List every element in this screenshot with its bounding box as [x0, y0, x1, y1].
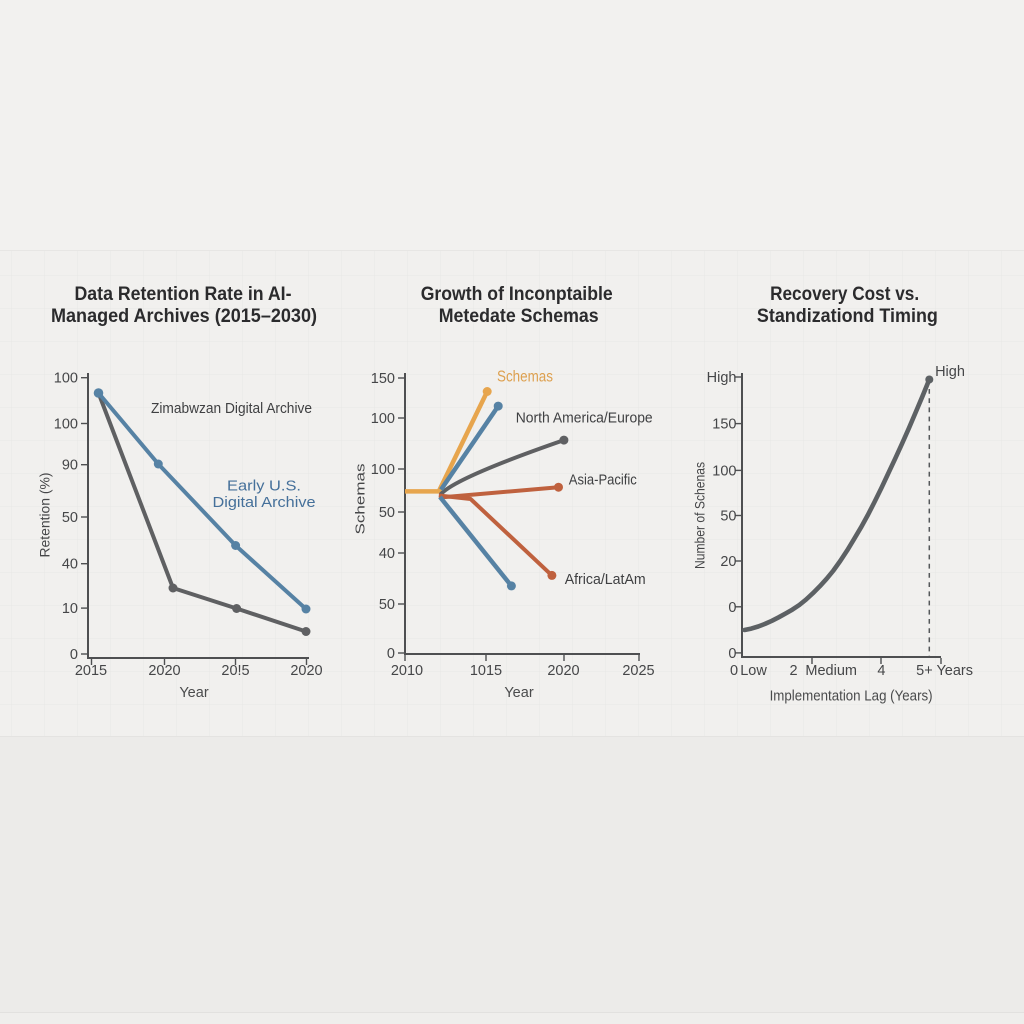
svg-text:5+ Years: 5+ Years	[916, 663, 973, 679]
svg-text:20: 20	[720, 554, 736, 570]
svg-text:Data Retention Rate in AI-: Data Retention Rate in AI-	[75, 284, 292, 305]
svg-text:0: 0	[70, 647, 78, 663]
svg-text:0: 0	[728, 600, 736, 616]
svg-text:Retention (%): Retention (%)	[38, 473, 53, 558]
svg-text:Implementation Lag (Years): Implementation Lag (Years)	[770, 688, 933, 704]
svg-text:Schemas: Schemas	[497, 369, 553, 386]
svg-text:Digital Archive: Digital Archive	[213, 494, 316, 511]
svg-text:2020: 2020	[148, 663, 180, 679]
svg-text:High: High	[707, 370, 737, 386]
svg-text:Standizationd Timing: Standizationd Timing	[757, 306, 938, 327]
svg-text:North America/Europe: North America/Europe	[516, 410, 653, 426]
svg-text:Zimabwzan Digital Archive: Zimabwzan Digital Archive	[151, 401, 312, 417]
svg-text:100: 100	[371, 462, 395, 478]
svg-text:90: 90	[62, 458, 78, 474]
svg-text:2025: 2025	[622, 663, 654, 679]
svg-text:0: 0	[730, 663, 738, 679]
svg-text:2020: 2020	[290, 663, 322, 679]
svg-text:50: 50	[720, 509, 736, 525]
svg-text:Year: Year	[504, 685, 533, 701]
svg-text:2015: 2015	[75, 663, 107, 679]
svg-text:Early U.S.: Early U.S.	[227, 478, 301, 495]
svg-text:Metedate Schemas: Metedate Schemas	[439, 306, 599, 327]
svg-text:2: 2	[790, 663, 798, 679]
svg-text:4: 4	[877, 663, 885, 679]
svg-text:Low: Low	[740, 663, 767, 679]
svg-text:Recovery Cost vs.: Recovery Cost vs.	[770, 284, 919, 305]
svg-text:40: 40	[62, 557, 78, 573]
svg-text:50: 50	[379, 597, 395, 613]
svg-text:100: 100	[54, 371, 78, 387]
svg-text:Number of Schenas: Number of Schenas	[693, 462, 708, 569]
svg-text:40: 40	[379, 546, 395, 562]
svg-text:Year: Year	[179, 685, 208, 701]
svg-text:50: 50	[62, 510, 78, 526]
svg-text:2020: 2020	[547, 663, 579, 679]
svg-text:Medium: Medium	[805, 663, 857, 679]
svg-text:Managed Archives (2015–2030): Managed Archives (2015–2030)	[51, 306, 317, 327]
svg-text:Asia-Pacific: Asia-Pacific	[569, 472, 637, 488]
svg-text:2010: 2010	[391, 663, 423, 679]
svg-text:100: 100	[712, 463, 736, 479]
svg-text:1015: 1015	[470, 663, 502, 679]
svg-text:Africa/LatAm: Africa/LatAm	[565, 572, 646, 588]
svg-text:Growth of Inconptaible: Growth of Inconptaible	[421, 284, 613, 305]
svg-text:150: 150	[712, 417, 736, 433]
svg-text:High: High	[935, 364, 965, 380]
svg-text:10: 10	[62, 601, 78, 617]
svg-text:150: 150	[371, 371, 395, 387]
svg-text:100: 100	[54, 417, 78, 433]
svg-text:100: 100	[371, 411, 395, 427]
svg-text:20!5: 20!5	[221, 663, 249, 679]
svg-text:Schemas: Schemas	[353, 463, 368, 535]
svg-text:0: 0	[387, 646, 395, 662]
svg-text:0: 0	[728, 646, 736, 662]
svg-text:50: 50	[379, 505, 395, 521]
